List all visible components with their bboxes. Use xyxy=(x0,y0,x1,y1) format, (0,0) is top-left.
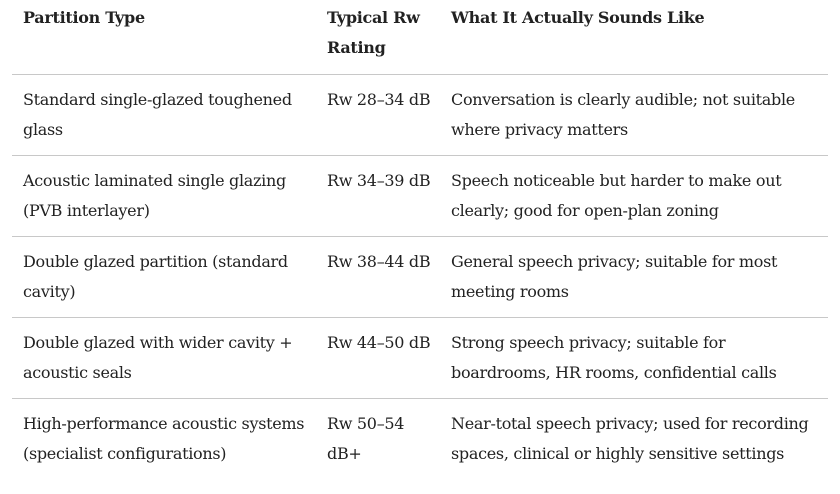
cell-partition-type: Double glazed with wider cavity + acoust… xyxy=(12,317,316,399)
rw-rating-text: Rw 50–54 dB+ xyxy=(327,414,405,463)
cell-rw-rating: Rw 28–34 dB xyxy=(316,74,440,156)
rw-rating-text: Rw 38–44 dB xyxy=(327,252,431,271)
partition-type-text: Standard single-glazed toughened glass xyxy=(23,90,292,139)
header-partition-type: Partition Type xyxy=(12,0,316,75)
cell-sounds-like: Near-total speech privacy; used for reco… xyxy=(440,399,828,480)
header-sounds-like: What It Actually Sounds Like xyxy=(440,0,828,75)
header-partition-type-label: Partition Type xyxy=(23,8,145,27)
table-row: High-performance acoustic systems (speci… xyxy=(12,399,828,480)
sounds-like-text: Strong speech privacy; suitable for boar… xyxy=(451,333,777,382)
cell-rw-rating: Rw 38–44 dB xyxy=(316,236,440,318)
header-rw-rating: Typical Rw Rating xyxy=(316,0,440,75)
partition-rating-table-container: Partition Type Typical Rw Rating What It… xyxy=(12,0,828,479)
sounds-like-text: Conversation is clearly audible; not sui… xyxy=(451,90,795,139)
sounds-like-text: Near-total speech privacy; used for reco… xyxy=(451,414,809,463)
partition-type-text: Double glazed with wider cavity + acoust… xyxy=(23,333,293,382)
partition-type-text: Double glazed partition (standard cavity… xyxy=(23,252,288,301)
cell-sounds-like: Conversation is clearly audible; not sui… xyxy=(440,74,828,156)
cell-sounds-like: General speech privacy; suitable for mos… xyxy=(440,236,828,318)
table-header-row: Partition Type Typical Rw Rating What It… xyxy=(12,0,828,75)
cell-partition-type: Double glazed partition (standard cavity… xyxy=(12,236,316,318)
table-row: Double glazed with wider cavity + acoust… xyxy=(12,317,828,399)
partition-rating-table: Partition Type Typical Rw Rating What It… xyxy=(12,0,828,479)
table-row: Standard single-glazed toughened glass R… xyxy=(12,74,828,156)
partition-type-text: Acoustic laminated single glazing (PVB i… xyxy=(23,171,286,220)
header-rw-rating-label: Typical Rw Rating xyxy=(327,8,420,57)
cell-partition-type: Acoustic laminated single glazing (PVB i… xyxy=(12,155,316,237)
table-row: Acoustic laminated single glazing (PVB i… xyxy=(12,155,828,237)
cell-partition-type: High-performance acoustic systems (speci… xyxy=(12,399,316,480)
cell-rw-rating: Rw 44–50 dB xyxy=(316,317,440,399)
cell-sounds-like: Strong speech privacy; suitable for boar… xyxy=(440,317,828,399)
partition-type-text: High-performance acoustic systems (speci… xyxy=(23,414,305,463)
cell-sounds-like: Speech noticeable but harder to make out… xyxy=(440,155,828,237)
cell-rw-rating: Rw 34–39 dB xyxy=(316,155,440,237)
cell-partition-type: Standard single-glazed toughened glass xyxy=(12,74,316,156)
sounds-like-text: General speech privacy; suitable for mos… xyxy=(451,252,778,301)
sounds-like-text: Speech noticeable but harder to make out… xyxy=(451,171,782,220)
rw-rating-text: Rw 34–39 dB xyxy=(327,171,431,190)
rw-rating-text: Rw 44–50 dB xyxy=(327,333,431,352)
cell-rw-rating: Rw 50–54 dB+ xyxy=(316,399,440,480)
table-row: Double glazed partition (standard cavity… xyxy=(12,236,828,318)
rw-rating-text: Rw 28–34 dB xyxy=(327,90,431,109)
header-sounds-like-label: What It Actually Sounds Like xyxy=(451,8,705,27)
